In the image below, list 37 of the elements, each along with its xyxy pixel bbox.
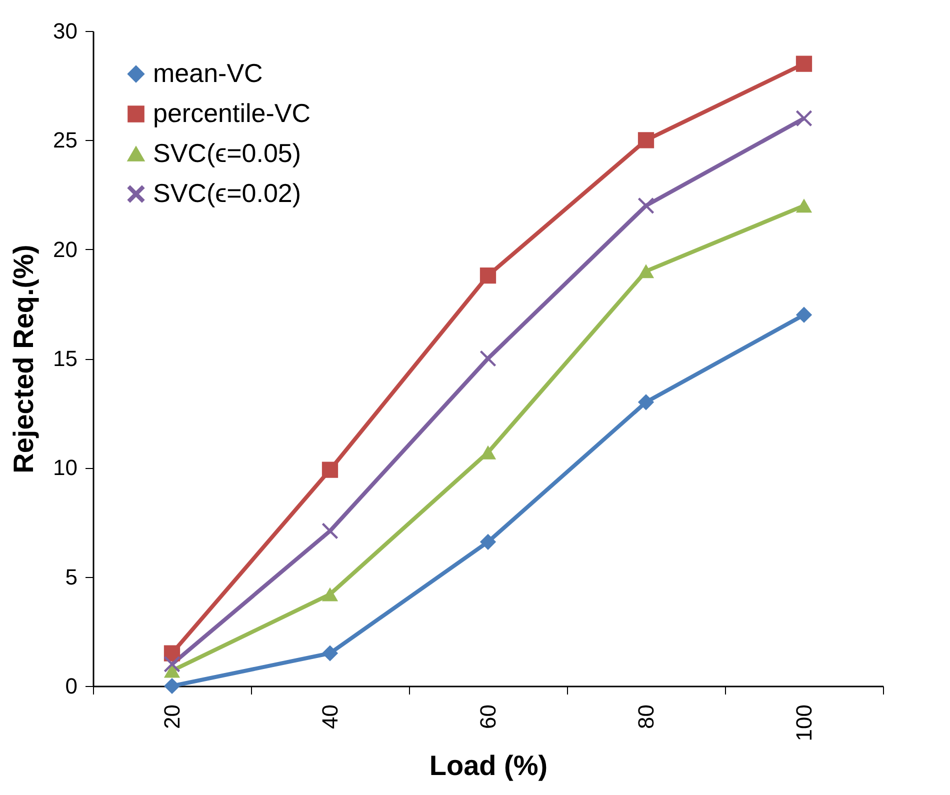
x-tick-label: 40 [318, 704, 342, 729]
y-tick-label: 0 [65, 674, 78, 698]
point [322, 462, 338, 478]
y-tick-label: 25 [53, 128, 78, 153]
x-axis-title: Load (%) [429, 750, 548, 782]
point [480, 350, 496, 367]
point [796, 110, 812, 126]
y-tick-label: 15 [53, 346, 78, 371]
x-tick-label: 80 [634, 704, 658, 729]
point [796, 56, 812, 72]
x-tick-label: 60 [476, 704, 500, 729]
point [638, 132, 654, 148]
point [322, 522, 338, 540]
point [322, 645, 338, 662]
point [796, 306, 812, 323]
y-tick-label: 5 [65, 564, 78, 590]
legend-label: mean-VC [153, 58, 263, 88]
legend-label: SVC(ϵ=0.02) [153, 178, 302, 208]
x-tick-label: 100 [792, 704, 816, 742]
y-tick-label: 20 [53, 236, 78, 262]
legend-label: percentile-VC [153, 98, 311, 128]
y-tick-label: 10 [53, 455, 78, 480]
point [164, 656, 180, 672]
point [638, 394, 654, 410]
point [638, 198, 654, 214]
point [480, 267, 496, 284]
point [164, 645, 180, 662]
point [480, 534, 496, 550]
point [638, 264, 654, 278]
x-tick-label: 20 [160, 704, 184, 729]
point [796, 198, 812, 213]
point [164, 678, 180, 694]
y-axis-title: Rejected Req.(%) [8, 244, 40, 474]
legend-label: SVC(ϵ=0.05) [153, 138, 302, 168]
y-tick-label: 30 [53, 18, 78, 44]
point [322, 587, 338, 602]
point [164, 664, 180, 678]
